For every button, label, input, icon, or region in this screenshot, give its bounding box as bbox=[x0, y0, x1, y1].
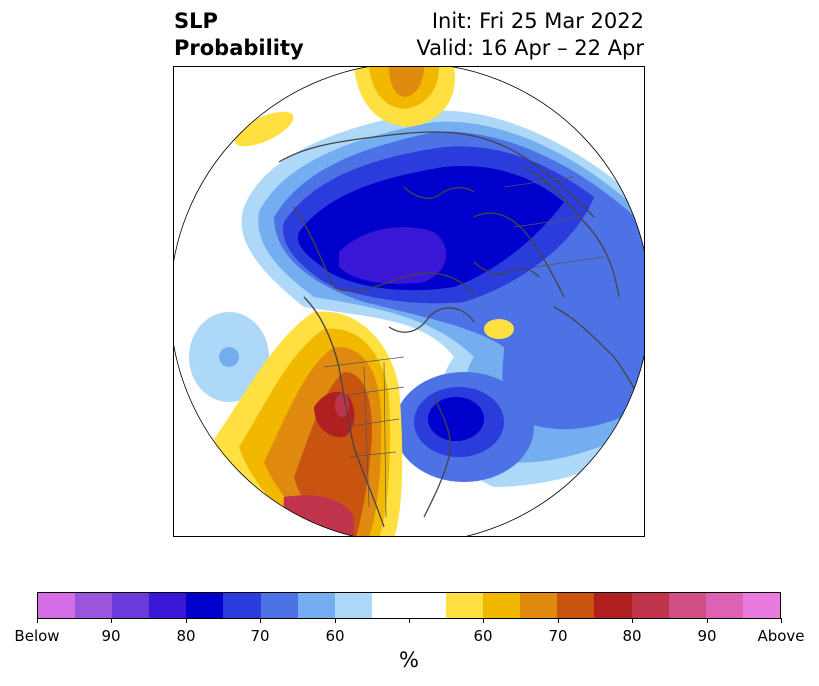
colorbar-tick-label: 80 bbox=[176, 627, 196, 645]
colorbar-tick bbox=[632, 618, 633, 623]
colorbar-tick bbox=[558, 618, 559, 623]
colorbar-swatch bbox=[75, 593, 113, 618]
colorbar-tick bbox=[781, 618, 782, 623]
colorbar-tick-label: 80 bbox=[622, 627, 642, 645]
init-date: Init: Fri 25 Mar 2022 bbox=[431, 9, 644, 33]
colorbar-tick bbox=[409, 618, 410, 623]
colorbar-tick-label: Above bbox=[757, 627, 805, 645]
colorbar-swatch bbox=[223, 593, 261, 618]
above-small-patch-2 bbox=[484, 319, 514, 339]
colorbar-swatch bbox=[371, 593, 409, 618]
colorbar-swatch bbox=[446, 593, 484, 618]
colorbar-tick bbox=[707, 618, 708, 623]
title-line-2: Probability bbox=[174, 36, 304, 60]
colorbar-tick bbox=[186, 618, 187, 623]
below-max-region bbox=[339, 227, 447, 284]
colorbar-swatch bbox=[594, 593, 632, 618]
colorbar-swatch bbox=[297, 593, 335, 618]
colorbar-swatch bbox=[408, 593, 447, 618]
coastlines bbox=[278, 131, 644, 528]
colorbar-tick bbox=[111, 618, 112, 623]
colorbar-swatch bbox=[631, 593, 669, 618]
colorbar-tick-label: 90 bbox=[697, 627, 717, 645]
colorbar-swatch bbox=[334, 593, 372, 618]
colorbar-tick-label: 60 bbox=[473, 627, 493, 645]
above-small-patch-1 bbox=[234, 111, 294, 147]
borders bbox=[323, 176, 605, 518]
colorbar-swatch bbox=[260, 593, 298, 618]
colorbar-tick bbox=[483, 618, 484, 623]
colorbar-swatch bbox=[557, 593, 595, 618]
colorbar-tick-label: 70 bbox=[250, 627, 270, 645]
colorbar-swatch bbox=[149, 593, 187, 618]
colorbar-tick bbox=[260, 618, 261, 623]
pacific-below-core bbox=[219, 347, 239, 367]
colorbar-swatch bbox=[483, 593, 521, 618]
colorbar-tick-label: 60 bbox=[325, 627, 345, 645]
colorbar-tick-label: Below bbox=[14, 627, 60, 645]
colorbar-swatch bbox=[705, 593, 743, 618]
map-title: SLP Probability bbox=[174, 8, 304, 62]
valid-date: Valid: 16 Apr – 22 Apr bbox=[416, 36, 644, 60]
map-panel bbox=[173, 66, 645, 537]
colorbar-tick bbox=[37, 618, 38, 623]
colorbar-tick bbox=[335, 618, 336, 623]
probability-map bbox=[174, 67, 644, 536]
arctic-above-core bbox=[389, 67, 424, 97]
colorbar-swatch bbox=[38, 593, 76, 618]
colorbar-swatch bbox=[112, 593, 150, 618]
colorbar-swatch bbox=[186, 593, 224, 618]
colorbar-tick-label: 90 bbox=[101, 627, 121, 645]
na-above-max bbox=[335, 393, 349, 417]
title-line-1: SLP bbox=[174, 9, 218, 33]
colorbar-swatch bbox=[668, 593, 706, 618]
colorbar bbox=[37, 592, 781, 619]
colorbar-unit-label: % bbox=[399, 648, 419, 672]
colorbar-swatch bbox=[520, 593, 558, 618]
colorbar-swatch bbox=[742, 593, 780, 618]
forecast-dates: Init: Fri 25 Mar 2022 Valid: 16 Apr – 22… bbox=[416, 8, 644, 62]
atlantic-low-core bbox=[428, 397, 484, 441]
colorbar-tick-label: 70 bbox=[548, 627, 568, 645]
